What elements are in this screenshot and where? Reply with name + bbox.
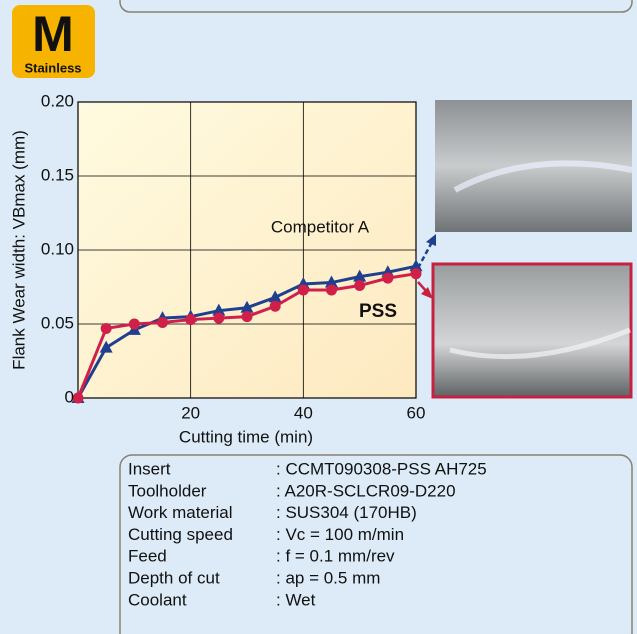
y-axis-label: Flank Wear width: VBmax (mm)	[9, 130, 28, 370]
spec-label: Coolant	[128, 590, 187, 609]
series-label: Competitor A	[271, 217, 370, 236]
marker	[409, 259, 423, 272]
arrow	[416, 241, 434, 269]
marker	[325, 275, 338, 288]
y-tick-label: 0	[65, 387, 74, 406]
spec-label: Work material	[128, 503, 233, 522]
marker	[268, 290, 282, 303]
photo-edge	[453, 160, 633, 193]
spec-value: : f = 0.1 mm/rev	[276, 547, 395, 566]
pss-photo	[431, 262, 633, 399]
marker	[128, 318, 140, 330]
spec-value: : SUS304 (170HB)	[276, 503, 417, 522]
marker	[213, 312, 225, 324]
y-tick-label: 0.10	[41, 239, 74, 258]
marker	[241, 311, 253, 323]
marker	[326, 284, 337, 296]
marker	[297, 284, 309, 296]
spec-value: : Vc = 100 m/min	[276, 525, 404, 544]
logo-letter: M	[32, 6, 74, 62]
top-box	[119, 0, 633, 13]
spec-value: : ap = 0.5 mm	[276, 568, 380, 587]
marker	[72, 392, 84, 404]
y-tick-label: 0.05	[41, 313, 74, 332]
marker	[185, 314, 197, 326]
spec-value: : CCMT090308-PSS AH725	[276, 459, 487, 478]
spec-label: Feed	[128, 547, 167, 566]
marker	[410, 268, 422, 280]
marker	[212, 303, 226, 316]
spec-value: : Wet	[276, 590, 316, 609]
logo-label: Stainless	[24, 60, 81, 75]
series	[71, 259, 423, 404]
arrow-head	[421, 287, 433, 299]
spec-label: Toolholder	[128, 481, 207, 500]
spec-box	[119, 454, 633, 634]
marker	[382, 272, 394, 284]
marker	[157, 317, 168, 329]
series-label: PSS	[359, 301, 397, 322]
marker	[99, 340, 113, 353]
x-tick-label: 20	[181, 403, 200, 422]
arrow-head	[426, 234, 436, 246]
y-tick-label: 0.20	[41, 91, 74, 110]
spec-value: : A20R-SCLCR09-D220	[276, 481, 456, 500]
marker	[240, 300, 254, 313]
marker	[269, 300, 281, 312]
marker	[353, 269, 367, 282]
x-axis-label: Cutting time (min)	[179, 427, 313, 446]
marker	[100, 322, 112, 334]
x-tick-label: 60	[407, 403, 426, 422]
marker	[354, 280, 366, 292]
x-tick-label: 40	[294, 403, 313, 422]
y-tick-label: 0.15	[41, 165, 74, 184]
plot-frame	[77, 101, 417, 399]
photo-edge	[449, 327, 631, 360]
logo-box	[12, 5, 95, 78]
spec-label: Cutting speed	[128, 525, 233, 544]
spec-label: Depth of cut	[128, 568, 220, 587]
spec-label: Insert	[128, 459, 171, 478]
